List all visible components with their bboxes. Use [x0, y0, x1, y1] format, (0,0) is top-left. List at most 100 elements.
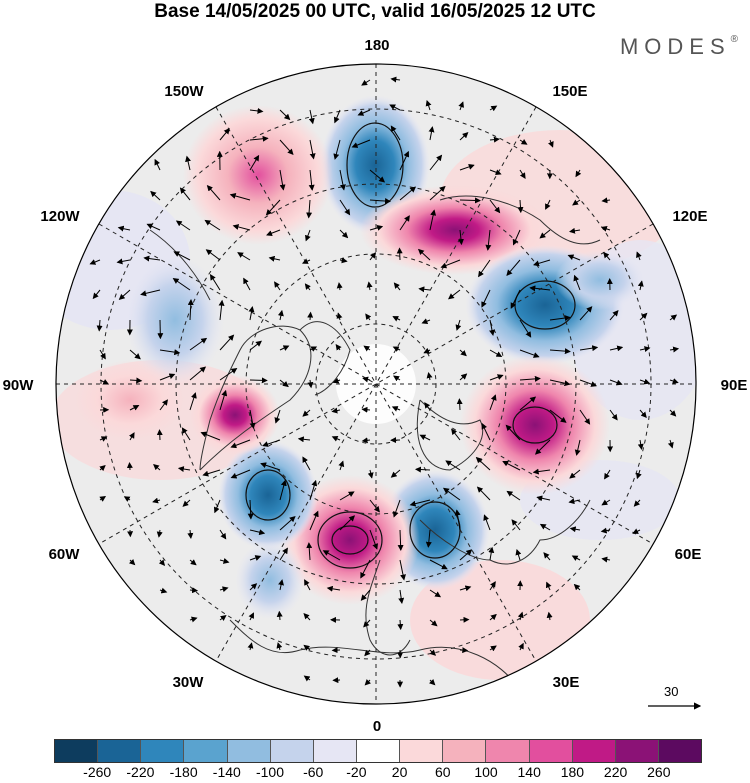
wind-vector: [639, 409, 647, 419]
wind-vector: [249, 154, 260, 171]
wind-vector: [304, 579, 311, 591]
wind-vector: [308, 169, 315, 191]
wind-vector: [639, 346, 651, 352]
wind-vector: [512, 229, 521, 246]
wind-vector: [249, 340, 262, 351]
wind-vector: [189, 337, 208, 351]
colorbar-tick-label: 100: [474, 764, 498, 780]
wind-vector: [445, 460, 461, 471]
wind-vector: [360, 589, 371, 601]
wind-vector: [489, 319, 495, 336]
wind-vector: [173, 251, 191, 261]
wind-vector: [249, 107, 264, 114]
wind-vector: [489, 169, 502, 176]
wind-vector: [140, 289, 161, 297]
wind-vector: [429, 209, 437, 231]
wind-vector: [483, 514, 491, 531]
graticule: [56, 64, 696, 704]
wind-vector: [575, 169, 582, 178]
wind-vector: [339, 199, 351, 216]
wind-vector: [417, 248, 431, 261]
wind-vector: [187, 529, 194, 539]
wind-vector: [519, 169, 526, 179]
wind-vector: [455, 319, 462, 331]
wind-vector: [302, 409, 311, 417]
wind-vector: [389, 104, 401, 111]
wind-vector: [459, 197, 481, 204]
wind-vector: [364, 679, 371, 686]
wind-vector: [488, 546, 495, 561]
wind-vector: [339, 257, 348, 264]
wind-vector: [424, 402, 431, 411]
lon-label-60e: 60E: [675, 546, 702, 563]
high-center-100w-south: [75, 360, 185, 440]
wind-vector: [574, 439, 581, 456]
wind-vector: [573, 274, 581, 291]
wind-vector: [336, 282, 343, 291]
wind-vector: [279, 379, 289, 388]
wind-vector: [189, 366, 207, 381]
wind-vector: [219, 128, 230, 141]
wind-vector: [393, 282, 401, 291]
wind-vector: [351, 139, 371, 148]
wind-vector: [489, 374, 504, 381]
wind-vector: [489, 349, 503, 357]
wind-vector: [633, 499, 641, 507]
wind-vector: [369, 224, 384, 231]
wind-vector: [429, 679, 436, 686]
wind-vector: [360, 559, 371, 579]
wind-vector: [428, 126, 435, 141]
wind-vector: [489, 645, 497, 652]
wind-vector: [309, 510, 319, 531]
wind-vector: [517, 611, 524, 621]
wind-vector: [185, 155, 191, 171]
lon-label-150w: 150W: [164, 83, 204, 100]
wind-vector: [429, 649, 437, 656]
wind-vector: [363, 345, 371, 352]
wind-vector: [414, 466, 431, 473]
wind-vector: [390, 125, 401, 141]
colorbar-tick-label: -140: [212, 764, 241, 780]
wind-vector: [637, 439, 644, 450]
wind-vector: [669, 314, 678, 321]
wind-vector: [152, 497, 161, 504]
wind-vector: [309, 139, 316, 160]
wind-vector: [567, 254, 581, 261]
colorbar-ticks: -260 -220 -180 -140 -100 -60 -20 20 60 100 140 180 2…: [54, 764, 702, 782]
wind-vector: [305, 229, 311, 242]
wind-vector: [249, 555, 262, 561]
wind-vectors: [89, 76, 680, 688]
wind-vector: [489, 581, 496, 591]
lon-label-90e: 90E: [721, 377, 748, 394]
colorbar-tick-label: 220: [603, 764, 628, 780]
wind-vector: [200, 431, 221, 441]
wind-vector: [362, 376, 371, 383]
wind-vector: [182, 499, 191, 507]
wind-vector: [307, 379, 314, 389]
wind-vector: [301, 258, 311, 264]
lon-label-0: 0: [373, 718, 381, 735]
lon-label-120e: 120E: [672, 208, 707, 225]
wind-vector: [232, 224, 251, 231]
wind-vector: [511, 519, 521, 531]
wind-vector: [489, 136, 500, 143]
wind-vector: [485, 229, 492, 251]
wind-vector: [549, 315, 571, 322]
wind-vector: [632, 528, 641, 534]
wind-vector: [545, 581, 552, 591]
wind-vector: [128, 432, 135, 441]
wind-vector: [99, 464, 106, 472]
colorbar-cell: [98, 740, 142, 762]
colorbar-cell: [529, 740, 573, 762]
wind-vector: [454, 509, 461, 531]
wind-vector: [572, 199, 581, 206]
wind-vector: [338, 460, 345, 471]
wind-vector: [304, 283, 311, 291]
wind-vector: [489, 199, 501, 214]
high-center-80e: [460, 355, 610, 495]
wind-vector: [399, 215, 410, 231]
map-title: Base 14/05/2025 00 UTC, valid 16/05/2025…: [154, 1, 596, 22]
wind-vector: [279, 479, 287, 501]
wind-vector: [326, 585, 341, 592]
wind-vector: [392, 316, 401, 322]
